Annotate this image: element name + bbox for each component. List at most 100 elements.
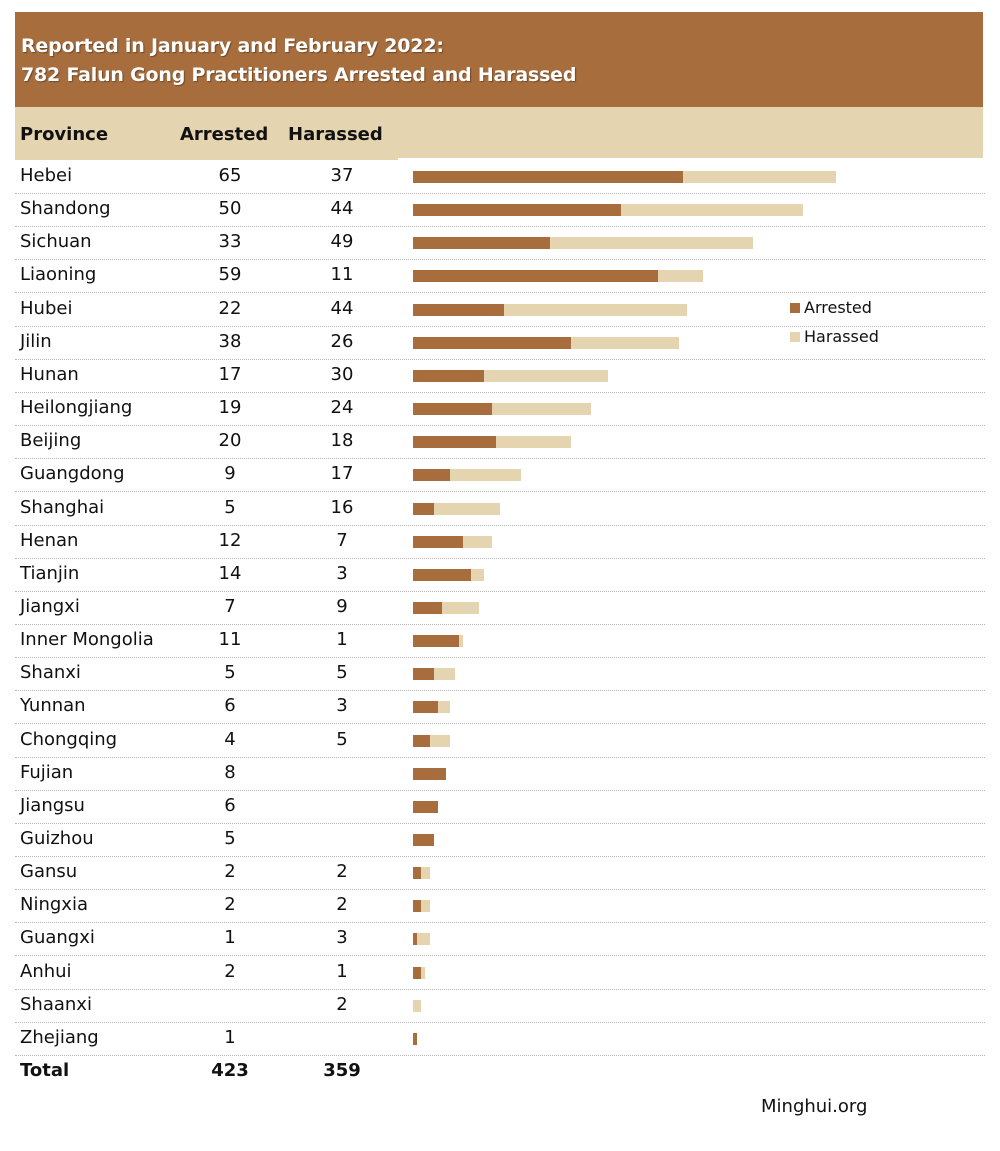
harassed-value: 30 [330,363,354,385]
total-harassed: 359 [323,1060,361,1082]
bar-harassed [433,502,501,515]
table-row: Gansu 2 2 [15,856,985,891]
bar-harassed [491,403,592,416]
bar-arrested [413,502,434,515]
table-row: Liaoning 59 11 [15,259,985,294]
table-row: Henan 12 7 [15,525,985,559]
title-banner: Reported in January and February 2022: 7… [15,12,983,107]
arrested-value: 17 [218,363,242,385]
arrested-value: 1 [224,1026,236,1048]
legend-label-arrested: Arrested [804,298,872,317]
arrested-value: 4 [224,728,236,750]
bar-arrested [413,734,430,747]
table-row: Inner Mongolia 11 1 [15,624,985,659]
arrested-value: 12 [218,529,242,551]
harassed-value: 3 [336,562,348,584]
bar-arrested [413,966,422,979]
province-name: Sichuan [20,231,92,253]
harassed-value: 49 [330,231,354,253]
legend: Arrested Harassed [790,298,879,356]
harassed-value: 3 [336,695,348,717]
bar-harassed [458,635,463,648]
arrested-value: 2 [224,894,236,916]
arrested-value: 9 [224,463,236,485]
bar-harassed [417,933,430,946]
bar-arrested [413,601,443,614]
bar-arrested [413,303,505,316]
table-header-band [15,107,983,160]
harassed-value: 1 [336,960,348,982]
bar-harassed [504,303,687,316]
bar-arrested [413,767,447,780]
arrested-value: 6 [224,695,236,717]
harassed-value: 44 [330,198,354,220]
bar-arrested [413,270,658,283]
harassed-value: 18 [330,430,354,452]
province-name: Ningxia [20,894,88,916]
province-name: Shanxi [20,662,81,684]
table-row: Hubei 22 44 [15,293,985,327]
table-row: Anhui 2 1 [15,956,985,990]
arrested-value: 19 [218,397,242,419]
table-row: Shanghai 5 16 [15,492,985,526]
legend-label-harassed: Harassed [804,327,879,346]
province-name: Guangdong [20,463,125,485]
header-arrested: Arrested [180,124,269,145]
bar-arrested [413,800,438,813]
total-label: Total [20,1060,70,1082]
province-name: Jiangsu [20,794,85,816]
harassed-value: 5 [336,662,348,684]
arrested-value: 6 [224,794,236,816]
arrested-value: 50 [218,198,242,220]
bar-harassed [657,270,704,283]
table-row: Hunan 17 30 [15,359,985,393]
arrested-value: 38 [218,330,242,352]
bar-arrested [413,668,434,681]
harassed-value: 11 [330,264,354,286]
province-name: Hubei [20,297,73,319]
table-row: Guizhou 5 [15,823,985,857]
header-province: Province [20,124,109,145]
bar-arrested [413,867,422,880]
harassed-value: 44 [330,297,354,319]
bar-harassed [442,601,480,614]
arrested-value: 33 [218,231,242,253]
bar-arrested [413,701,438,714]
table-row: Chongqing 4 5 [15,724,985,758]
bar-arrested [413,535,463,548]
header-harassed: Harassed [288,124,383,145]
table-row: Guangxi 1 3 [15,922,985,957]
bar-harassed [421,966,426,979]
bar-harassed [682,171,837,183]
table-row: Shandong 50 44 [15,193,985,228]
bar-harassed [496,436,571,449]
title-line-2: 782 Falun Gong Practitioners Arrested an… [21,64,577,86]
bar-arrested [413,834,434,846]
bar-harassed [433,668,455,681]
arrested-swatch-icon [790,302,800,313]
province-name: Shaanxi [20,993,92,1015]
table-row: Heilongjiang 19 24 [15,392,985,427]
bar-harassed [570,336,679,349]
table-row: Sichuan 33 49 [15,226,985,261]
table-row: Shaanxi 2 [15,989,985,1023]
province-name: Shandong [20,198,111,220]
harassed-value: 7 [336,529,348,551]
bar-arrested [413,469,451,482]
province-name: Henan [20,529,79,551]
province-name: Hebei [20,165,73,186]
province-name: Tianjin [20,562,80,584]
arrested-value: 22 [218,297,242,319]
province-name: Anhui [20,960,72,982]
bar-harassed [421,900,430,913]
harassed-value: 16 [330,496,354,518]
bar-arrested [413,568,472,581]
bar-arrested [413,171,683,183]
title-line-1: Reported in January and February 2022: [21,35,444,57]
table-row: Beijing 20 18 [15,425,985,460]
province-name: Jiangxi [20,595,80,617]
bar-arrested [413,336,571,349]
harassed-value: 5 [336,728,348,750]
arrested-value: 65 [218,165,242,186]
bar-harassed [483,369,609,382]
